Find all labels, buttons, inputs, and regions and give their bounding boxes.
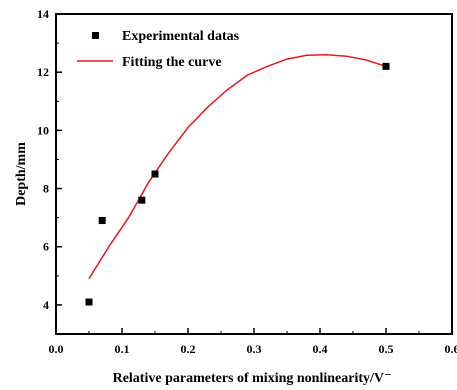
x-tick-label: 0.2 [181,342,196,356]
data-point [382,62,390,70]
y-tick-label: 12 [37,65,49,79]
data-point [85,298,93,306]
x-tick-label: 0.6 [445,342,457,356]
legend-label-experimental: Experimental datas [122,29,240,44]
legend: Experimental datas Fitting the curve [77,29,240,70]
y-tick-label: 4 [43,298,49,312]
data-point [151,170,159,178]
data-point [98,217,106,225]
x-tick-label: 0.3 [247,342,262,356]
y-tick-label: 8 [43,182,49,196]
legend-marker-experimental [92,32,99,39]
data-point [138,196,146,204]
x-tick-label: 0.4 [313,342,328,356]
x-tick-label: 0.0 [49,342,64,356]
x-axis-title: Relative parameters of mixing nonlineari… [113,371,392,386]
fitting-curve [88,53,387,280]
y-tick-label: 10 [37,123,49,137]
y-axis-title: Depth/mm [14,142,29,206]
y-tick-labels: 4 6 8 10 12 14 [37,7,49,312]
series-layer [85,53,390,306]
y-tick-label: 14 [37,7,49,21]
x-tick-label: 0.5 [379,342,394,356]
x-tick-labels: 0.0 0.1 0.2 0.3 0.4 0.5 0.6 [49,342,457,356]
y-tick-label: 6 [43,240,49,254]
x-tick-label: 0.1 [115,342,130,356]
plot-frame [55,13,453,335]
legend-label-fitting: Fitting the curve [122,55,222,70]
tick-marks [55,13,453,334]
